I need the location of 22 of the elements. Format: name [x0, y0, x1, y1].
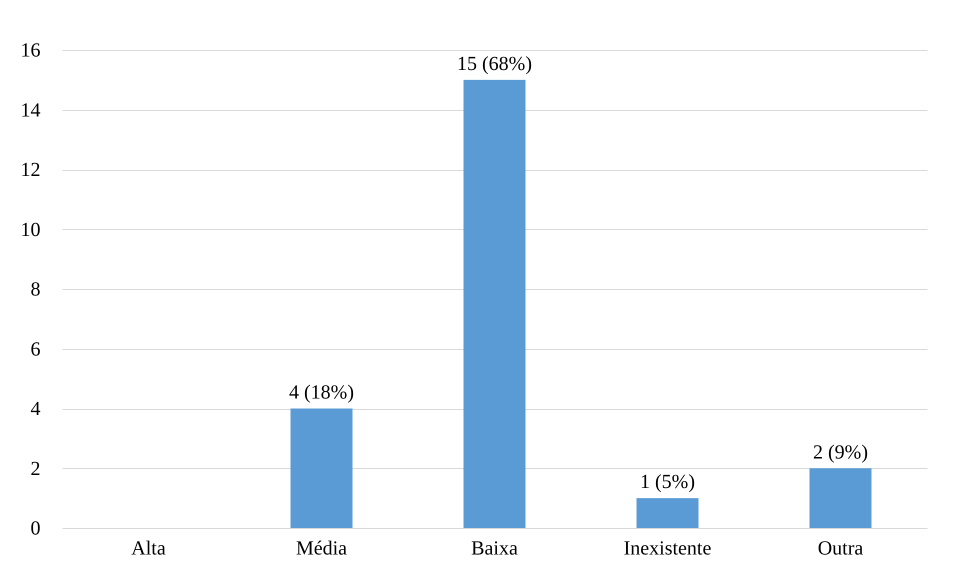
- y-tick-label: 2: [30, 458, 40, 480]
- y-tick-label: 8: [30, 278, 40, 300]
- y-tick-label: 4: [30, 398, 40, 420]
- x-tick-label: Inexistente: [624, 538, 712, 560]
- y-tick-label: 0: [30, 518, 40, 540]
- x-tick-label: Média: [296, 538, 348, 560]
- y-tick-label: 12: [20, 159, 40, 181]
- y-tick-label: 6: [30, 338, 40, 360]
- y-tick-label: 14: [20, 99, 40, 122]
- y-tick-label: 10: [20, 218, 40, 241]
- y-tick-label: 16: [20, 40, 40, 62]
- bar: [464, 80, 526, 528]
- x-tick-label: Baixa: [471, 538, 518, 560]
- bar: [636, 498, 698, 528]
- bar: [290, 408, 352, 528]
- bar: [810, 468, 872, 528]
- data-label: 2 (9%): [813, 441, 868, 464]
- x-tick-label: Outra: [818, 538, 864, 560]
- data-label: 4 (18%): [289, 382, 354, 404]
- data-label: 15 (68%): [457, 52, 532, 75]
- data-label: 1 (5%): [640, 471, 695, 494]
- x-tick-label: Alta: [131, 538, 166, 560]
